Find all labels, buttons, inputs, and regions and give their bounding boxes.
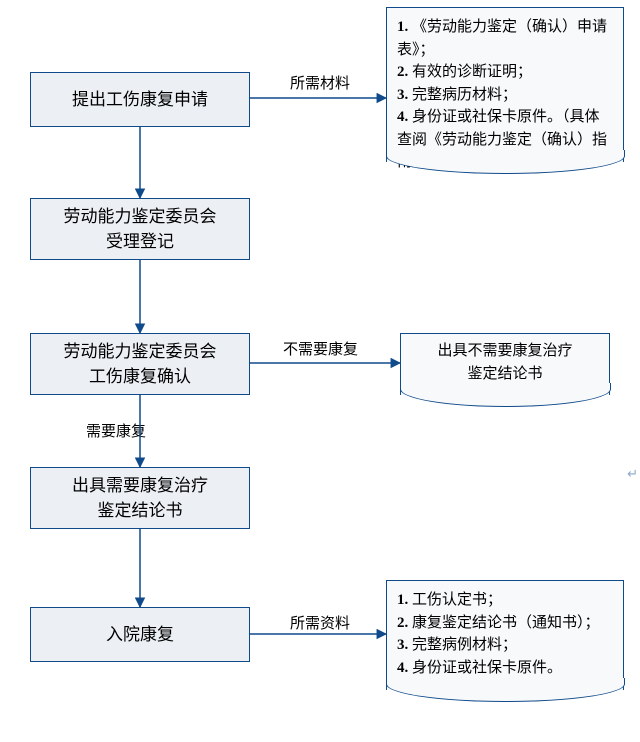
label-l2: 不需要康复 [283,338,358,359]
flowchart-canvas: 提出工伤康复申请劳动能力鉴定委员会受理登记劳动能力鉴定委员会工伤康复确认出具需要… [0,0,640,742]
node-n4: 出具需要康复治疗鉴定结论书 [30,467,250,529]
node-n1: 提出工伤康复申请 [30,72,250,127]
label-l4: 所需资料 [290,612,350,633]
node-n5: 入院康复 [30,607,250,662]
paragraph-mark: ↵ [627,466,638,482]
doc-d1: 1. 《劳动能力鉴定（确认）申请表》；2. 有效的诊断证明；3. 完整病历材料；… [386,7,624,162]
doc-d2: 出具不需要康复治疗鉴定结论书 [400,333,610,395]
label-l1: 所需材料 [290,72,350,93]
doc-d3: 1. 工伤认定书；2. 康复鉴定结论书（通知书）；3. 完整病例材料；4. 身份… [386,580,624,690]
label-l3: 需要康复 [86,420,146,441]
node-n3: 劳动能力鉴定委员会工伤康复确认 [30,333,250,395]
node-n2: 劳动能力鉴定委员会受理登记 [30,198,250,260]
